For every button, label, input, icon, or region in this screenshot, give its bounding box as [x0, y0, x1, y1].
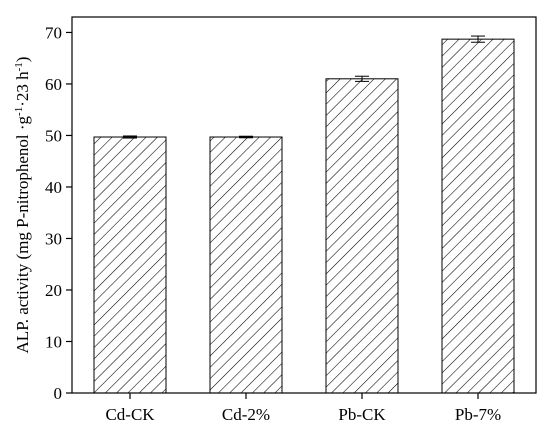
plot-frame [71, 16, 537, 394]
y-axis-label-mid: ·23 h [13, 71, 32, 107]
x-tick-label: Pb-CK [338, 405, 386, 424]
error-bar [123, 135, 137, 139]
bar [209, 136, 283, 394]
y-tick-label: 70 [45, 23, 62, 42]
y-tick-label: 50 [45, 126, 62, 145]
y-axis-label-end: ) [13, 57, 32, 63]
y-tick-label: 20 [45, 281, 62, 300]
x-tick-label: Cd-2% [222, 405, 270, 424]
y-axis-label-main: ALP. activity (mg P-nitrophenol ·g [13, 115, 32, 353]
y-tick-label: 0 [54, 384, 63, 403]
y-axis-label-sup2: -1 [13, 62, 25, 71]
y-tick-label: 40 [45, 178, 62, 197]
error-bar [239, 135, 253, 139]
x-tick-label: Cd-CK [105, 405, 155, 424]
bar [93, 136, 167, 394]
y-axis-label: ALP. activity (mg P-nitrophenol ·g-1·23 … [13, 57, 32, 354]
bar [325, 78, 399, 394]
plot-area: 0 10 20 30 40 50 60 70 Cd-CK Cd-2% Pb-CK Pb-7% [45, 23, 515, 424]
bar [441, 38, 515, 394]
y-tick-label: 10 [45, 332, 62, 351]
y-axis-label-sup1: -1 [13, 107, 25, 116]
y-tick-label: 30 [45, 229, 62, 248]
error-bar [355, 75, 369, 82]
x-tick-label: Pb-7% [455, 405, 501, 424]
error-bar [471, 35, 485, 43]
y-tick-label: 60 [45, 75, 62, 94]
